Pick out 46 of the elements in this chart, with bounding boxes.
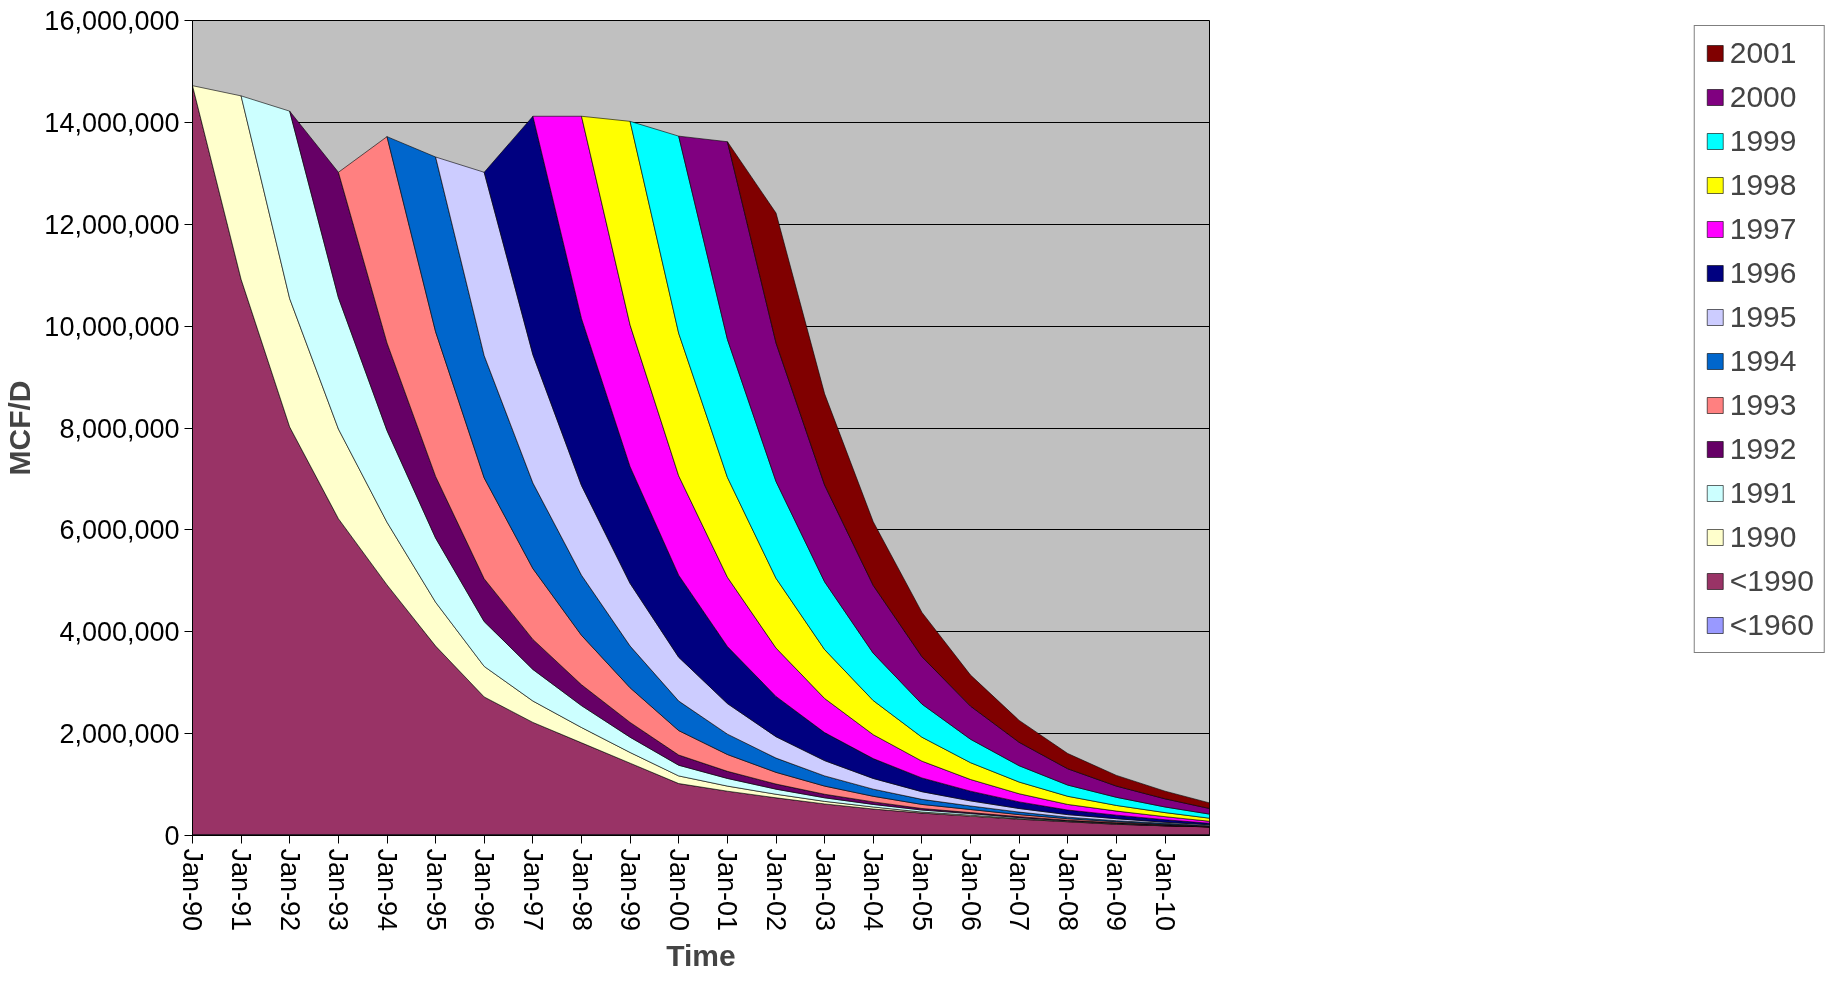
legend-label: <1960	[1729, 608, 1814, 642]
x-tick-label: Jan-02	[761, 848, 792, 932]
x-tick-label: Jan-03	[809, 848, 840, 932]
legend-label: 2001	[1729, 36, 1798, 70]
y-tick-label: 16,000,000	[44, 6, 180, 36]
x-tick-label: Jan-10	[1150, 848, 1181, 932]
legend-label: 1995	[1729, 300, 1798, 334]
x-tick-label: Jan-95	[420, 848, 451, 932]
x-tick-label: Jan-94	[372, 848, 403, 932]
y-axis-title: MCF/D	[3, 380, 37, 476]
x-axis-title: Time	[666, 939, 736, 973]
x-tick-label: Jan-97	[517, 848, 548, 932]
legend-label: 1992	[1729, 432, 1798, 466]
x-tick-label: Jan-00	[663, 848, 694, 932]
x-tick-label: Jan-96	[469, 848, 500, 932]
legend-label: 2000	[1729, 80, 1798, 114]
x-tick-label: Jan-05	[906, 848, 937, 932]
x-tick-label: Jan-09	[1101, 848, 1132, 932]
x-tick-label: Jan-90	[177, 848, 208, 932]
x-tick-label: Jan-91	[226, 848, 257, 932]
legend-label: 1997	[1729, 212, 1798, 246]
y-tick-label: 4,000,000	[59, 617, 180, 648]
legend-label: 1998	[1729, 168, 1798, 202]
y-tick-label: 2,000,000	[59, 719, 180, 750]
y-tick-label: 8,000,000	[59, 413, 180, 444]
legend-label: 1999	[1729, 124, 1798, 158]
x-tick-label: Jan-01	[712, 848, 743, 932]
y-tick-label: 0	[164, 821, 180, 851]
x-tick-label: Jan-08	[1052, 848, 1083, 932]
x-tick-label: Jan-07	[1004, 848, 1035, 932]
legend-label: 1991	[1729, 476, 1798, 510]
x-tick-label: Jan-06	[955, 848, 986, 932]
legend-label: <1990	[1729, 564, 1814, 598]
y-tick-label: 6,000,000	[59, 515, 180, 546]
y-tick-label: 14,000,000	[44, 107, 180, 138]
x-tick-label: Jan-04	[858, 848, 889, 932]
x-tick-label: Jan-99	[615, 848, 646, 932]
y-tick-label: 10,000,000	[44, 311, 180, 342]
legend-label: 1990	[1729, 520, 1798, 554]
legend-label: 1996	[1729, 256, 1798, 290]
x-tick-label: Jan-93	[323, 848, 354, 932]
x-tick-label: Jan-92	[274, 848, 305, 932]
legend-label: 1993	[1729, 388, 1798, 422]
x-tick-label: Jan-98	[566, 848, 597, 932]
legend-label: 1994	[1729, 344, 1798, 378]
y-tick-label: 12,000,000	[44, 209, 180, 240]
